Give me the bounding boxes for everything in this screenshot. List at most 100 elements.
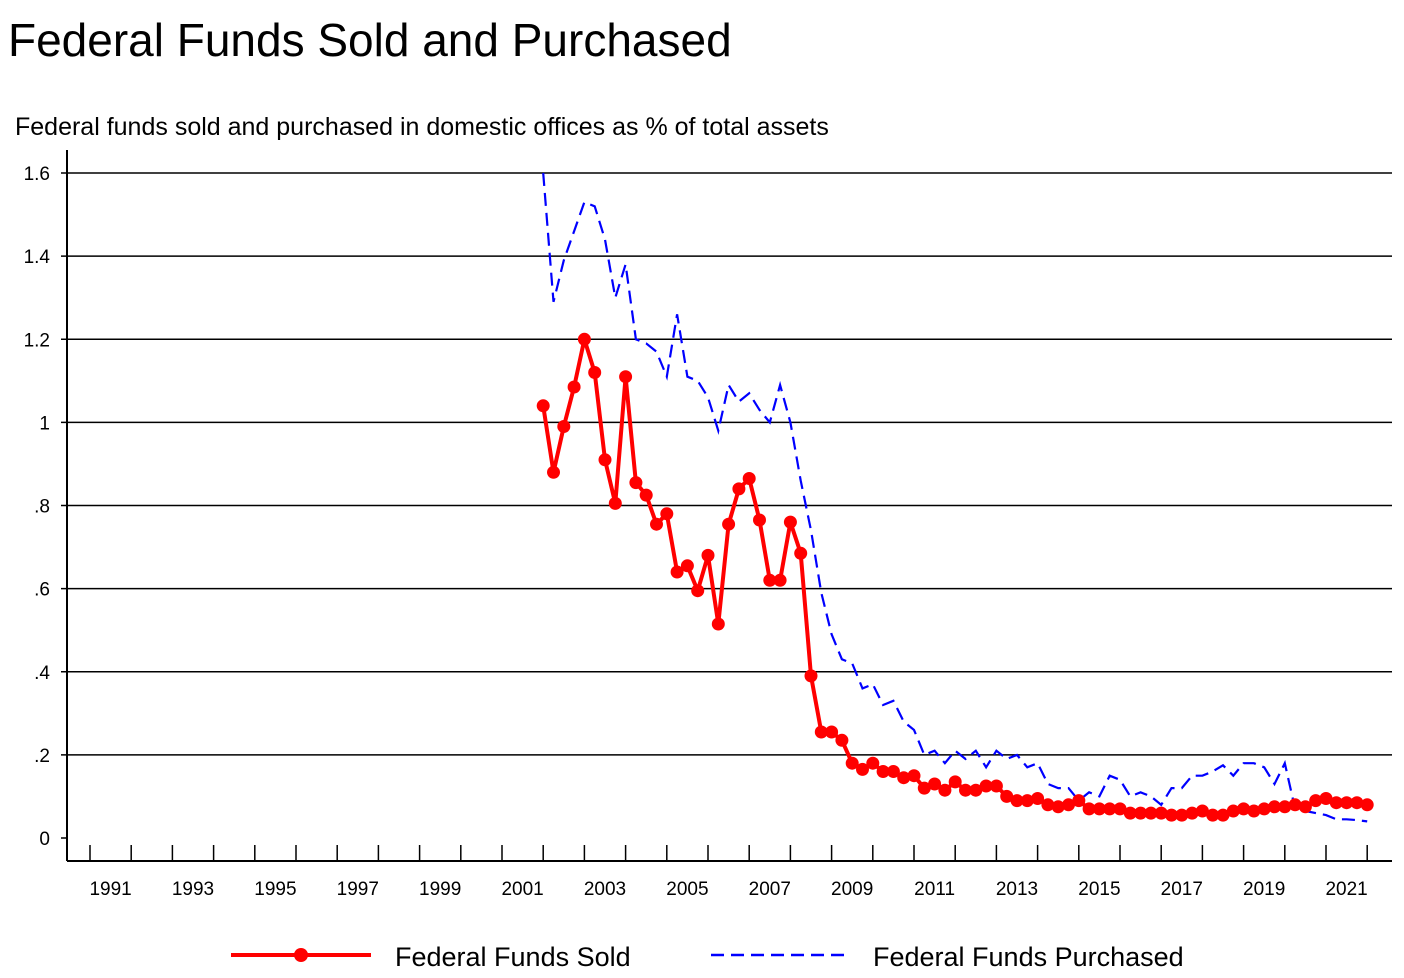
data-point-federal-funds-sold <box>1309 794 1323 808</box>
data-point-federal-funds-sold <box>814 725 828 739</box>
data-point-federal-funds-sold <box>886 765 900 778</box>
data-point-federal-funds-sold <box>1237 802 1251 816</box>
data-point-federal-funds-sold <box>1288 798 1302 812</box>
data-point-federal-funds-sold <box>1226 804 1240 818</box>
data-point-federal-funds-sold <box>763 573 777 587</box>
y-tick-label: .4 <box>34 663 50 684</box>
data-point-federal-funds-sold <box>629 476 643 490</box>
x-tick-label: 1991 <box>89 879 131 900</box>
data-point-federal-funds-sold <box>557 420 571 433</box>
series-line-federal-funds-sold <box>541 337 1368 818</box>
ticks: 0 .2 .4 .6 .8 1 1.2 1.4 1.6 1991 1993 1995 1997 1999 2… <box>24 164 1368 900</box>
data-point-federal-funds-sold <box>639 488 653 502</box>
data-point-federal-funds-sold <box>1144 806 1158 820</box>
chart-subtitle: Federal funds sold and purchased in dome… <box>15 113 829 141</box>
data-point-federal-funds-sold <box>753 513 766 527</box>
data-point-federal-funds-sold <box>577 332 591 346</box>
data-point-federal-funds-sold <box>1041 798 1055 812</box>
x-tick-label: 2017 <box>1161 879 1203 900</box>
data-point-federal-funds-sold <box>969 783 983 797</box>
data-point-federal-funds-sold <box>650 517 663 531</box>
data-point-federal-funds-sold <box>1216 808 1230 822</box>
data-point-federal-funds-sold <box>845 756 859 770</box>
data-point-federal-funds-sold <box>794 546 808 560</box>
legend: Federal Funds Sold Federal Funds Purchas… <box>231 942 1184 972</box>
data-point-federal-funds-sold <box>742 472 756 485</box>
data-point-federal-funds-sold <box>1195 804 1209 818</box>
data-point-federal-funds-sold <box>959 783 972 797</box>
data-point-federal-funds-sold <box>897 771 911 785</box>
x-tick-label: 2013 <box>996 879 1038 900</box>
data-point-federal-funds-sold <box>1340 796 1354 810</box>
data-point-federal-funds-sold <box>1031 792 1045 805</box>
data-point-federal-funds-sold <box>1206 808 1220 822</box>
data-point-federal-funds-sold <box>567 380 581 394</box>
y-tick-label: .6 <box>34 580 50 601</box>
data-point-federal-funds-sold <box>608 496 622 510</box>
x-tick-label: 1999 <box>419 879 461 900</box>
data-point-federal-funds-sold <box>670 565 684 579</box>
data-point-federal-funds-sold <box>917 781 931 795</box>
data-point-federal-funds-sold <box>588 366 602 379</box>
x-tick-label: 2009 <box>831 879 873 900</box>
x-tick-label: 1995 <box>254 879 296 900</box>
data-point-federal-funds-sold <box>1134 806 1148 820</box>
data-point-federal-funds-sold <box>835 733 849 747</box>
y-tick-label: 1.4 <box>24 247 51 268</box>
y-tick-label: 0 <box>39 829 50 850</box>
data-point-federal-funds-sold <box>1051 800 1065 814</box>
y-tick-label: .8 <box>34 497 50 518</box>
data-point-federal-funds-sold <box>979 779 993 793</box>
y-tick-label: 1 <box>39 413 50 434</box>
data-point-federal-funds-sold <box>1154 806 1168 820</box>
data-point-federal-funds-sold <box>866 756 880 770</box>
x-tick-label: 2003 <box>584 879 626 900</box>
x-tick-label: 1993 <box>172 879 214 900</box>
x-tick-label: 2011 <box>914 879 955 900</box>
x-tick-label: 2007 <box>749 879 791 900</box>
data-point-federal-funds-sold <box>619 370 633 384</box>
data-point-federal-funds-sold <box>1298 800 1312 814</box>
data-point-federal-funds-sold <box>1000 789 1014 803</box>
data-point-federal-funds-sold <box>701 548 715 562</box>
data-point-federal-funds-sold <box>876 765 890 778</box>
data-point-federal-funds-sold <box>989 779 1003 793</box>
data-point-federal-funds-sold <box>691 584 705 598</box>
data-point-federal-funds-sold <box>1360 798 1374 812</box>
x-tick-label: 2019 <box>1243 879 1285 900</box>
series <box>536 172 1374 823</box>
data-point-federal-funds-sold <box>1103 802 1117 816</box>
gridlines <box>67 172 1392 756</box>
x-tick-label: 2001 <box>501 879 543 900</box>
data-point-federal-funds-sold <box>1247 804 1261 818</box>
data-point-federal-funds-sold <box>948 775 962 789</box>
page-title: Federal Funds Sold and Purchased <box>8 14 732 66</box>
data-point-federal-funds-sold <box>1092 802 1106 816</box>
y-tick-label: 1.2 <box>24 330 50 351</box>
data-point-federal-funds-sold <box>1175 808 1189 822</box>
data-point-federal-funds-sold <box>1123 806 1137 820</box>
data-point-federal-funds-sold <box>907 769 921 783</box>
data-point-federal-funds-sold <box>1257 802 1271 816</box>
legend-label-sold: Federal Funds Sold <box>395 942 631 972</box>
data-point-federal-funds-sold <box>825 725 839 739</box>
data-point-federal-funds-sold <box>773 573 787 587</box>
data-point-federal-funds-sold <box>536 399 550 413</box>
data-point-federal-funds-sold <box>1329 796 1343 810</box>
data-point-federal-funds-sold <box>1020 794 1034 808</box>
data-point-federal-funds-sold <box>1010 794 1024 808</box>
y-tick-label: 1.6 <box>24 164 50 185</box>
data-point-federal-funds-sold <box>1072 794 1086 808</box>
legend-marker-sold <box>294 948 308 962</box>
data-point-federal-funds-sold <box>1062 798 1075 812</box>
series-line-federal-funds-purchased <box>542 172 1368 823</box>
data-point-federal-funds-sold <box>1319 792 1333 805</box>
data-point-federal-funds-sold <box>783 515 797 529</box>
x-tick-label: 2015 <box>1078 879 1120 900</box>
data-point-federal-funds-sold <box>1278 800 1292 814</box>
data-point-federal-funds-sold <box>938 783 952 797</box>
data-point-federal-funds-sold <box>547 465 560 479</box>
x-tick-label: 2005 <box>666 879 708 900</box>
data-point-federal-funds-sold <box>1268 800 1281 814</box>
